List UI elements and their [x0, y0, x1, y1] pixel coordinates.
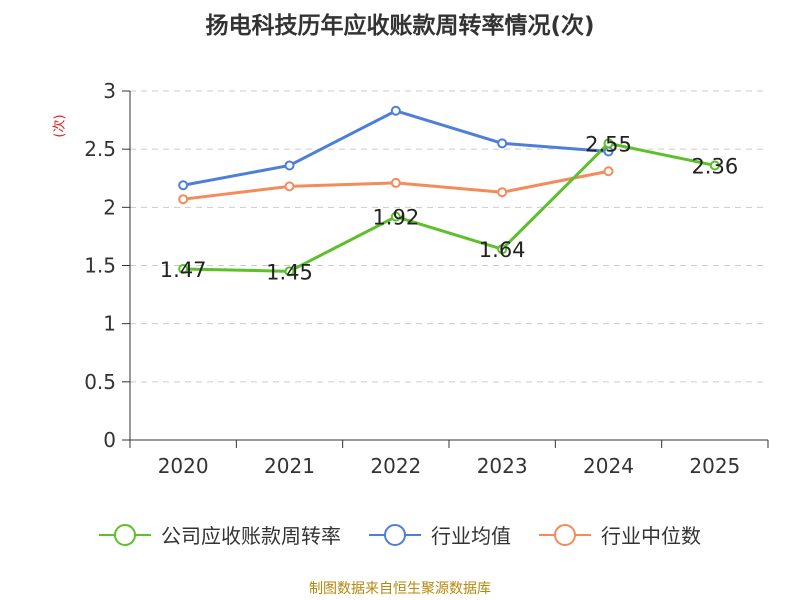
- x-tick-label: 2023: [477, 454, 528, 478]
- data-point-1: [390, 105, 401, 116]
- chart-title: 扬电科技历年应收账款周转率情况(次): [205, 13, 595, 39]
- legend-label: 行业中位数: [601, 524, 701, 548]
- data-point-0: [284, 266, 295, 277]
- x-tick-label: 2025: [689, 454, 740, 478]
- legend-label: 公司应收账款周转率: [161, 524, 341, 548]
- legend-marker-icon: [369, 523, 421, 546]
- x-tick-label: 2020: [158, 454, 209, 478]
- data-source-note: 制图数据来自恒生聚源数据库: [309, 581, 491, 597]
- data-point-1: [497, 138, 508, 149]
- data-point-2: [390, 177, 401, 188]
- data-point-2: [497, 187, 508, 198]
- data-label: 1.45: [266, 260, 313, 284]
- data-point-2: [603, 166, 614, 177]
- x-tick-label: 2021: [264, 454, 315, 478]
- data-label: 2.55: [585, 132, 632, 156]
- data-point-0: [390, 211, 401, 222]
- y-tick-label: 3: [103, 79, 116, 103]
- y-tick-label: 1: [103, 312, 116, 336]
- y-tick-label: 0.5: [84, 370, 116, 394]
- legend-label: 行业均值: [431, 524, 511, 548]
- data-point-0: [178, 263, 189, 274]
- y-axis-label: (次): [52, 114, 68, 138]
- y-tick-label: 0: [103, 428, 116, 452]
- series-line-1: [182, 109, 609, 187]
- data-point-1: [178, 180, 189, 191]
- y-tick-label: 1.5: [84, 254, 116, 278]
- legend: 公司应收账款周转率 行业均值 行业中位数: [0, 520, 800, 549]
- data-point-2: [284, 181, 295, 192]
- y-tick-label: 2.5: [84, 137, 116, 161]
- legend-marker-icon: [99, 523, 151, 546]
- data-label: 1.47: [160, 258, 207, 282]
- legend-item-company[interactable]: 公司应收账款周转率: [99, 520, 341, 549]
- data-point-0: [497, 244, 508, 255]
- data-point-0: [603, 138, 614, 149]
- x-tick-label: 2024: [583, 454, 634, 478]
- legend-item-industry-mean[interactable]: 行业均值: [369, 520, 511, 549]
- data-label: 2.36: [691, 154, 738, 178]
- data-point-0: [709, 160, 720, 171]
- x-tick-label: 2022: [370, 454, 421, 478]
- y-tick-label: 2: [103, 195, 116, 219]
- data-point-1: [284, 160, 295, 171]
- data-label: 1.92: [372, 206, 419, 230]
- legend-marker-icon: [539, 523, 591, 546]
- series-line-0: [183, 141, 716, 273]
- data-point-2: [178, 194, 189, 205]
- data-label: 1.64: [479, 238, 526, 262]
- legend-item-industry-median[interactable]: 行业中位数: [539, 520, 701, 549]
